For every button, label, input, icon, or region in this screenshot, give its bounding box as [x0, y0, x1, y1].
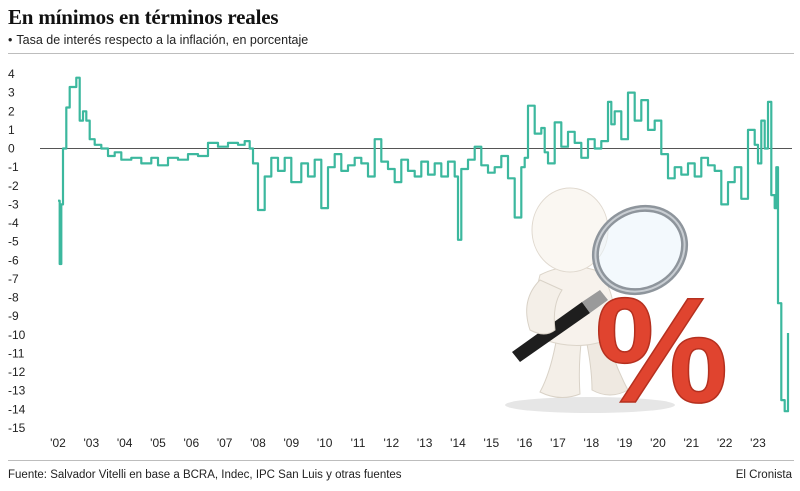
- subtitle-text: Tasa de interés respecto a la inflación,…: [16, 33, 309, 47]
- y-tick-label: -14: [8, 402, 26, 416]
- x-tick-label: '03: [84, 436, 100, 450]
- x-tick-label: '11: [351, 436, 366, 450]
- y-tick-label: -12: [8, 365, 26, 379]
- chart-subtitle: • Tasa de interés respecto a la inflación…: [8, 33, 308, 47]
- x-tick-label: '22: [717, 436, 733, 450]
- source-note: Fuente: Salvador Vitelli en base a BCRA,…: [8, 469, 402, 481]
- x-tick-label: '13: [417, 436, 433, 450]
- x-tick-label: '05: [150, 436, 166, 450]
- y-tick-label: -1: [8, 160, 19, 174]
- chart-title: En mínimos en términos reales: [8, 5, 279, 29]
- y-tick-label: -9: [8, 309, 19, 323]
- x-tick-label: '16: [517, 436, 533, 450]
- x-tick-label: '19: [617, 436, 633, 450]
- y-tick-label: 3: [8, 86, 15, 100]
- x-tick-label: '02: [50, 436, 66, 450]
- x-tick-label: '14: [450, 436, 466, 450]
- x-tick-label: '18: [584, 436, 600, 450]
- y-tick-label: -2: [8, 179, 19, 193]
- y-tick-label: 4: [8, 67, 15, 81]
- y-tick-label: -6: [8, 253, 19, 267]
- x-tick-label: '09: [284, 436, 300, 450]
- x-tick-label: '21: [684, 436, 700, 450]
- y-tick-label: 2: [8, 104, 15, 118]
- y-tick-label: -5: [8, 235, 19, 249]
- y-tick-label: -11: [8, 346, 25, 360]
- y-tick-label: -15: [8, 421, 26, 435]
- y-tick-label: 0: [8, 142, 15, 156]
- x-tick-label: '04: [117, 436, 133, 450]
- x-tick-label: '23: [750, 436, 766, 450]
- figure-leg-right: [583, 329, 629, 396]
- x-tick-label: '12: [384, 436, 400, 450]
- x-tick-label: '07: [217, 436, 233, 450]
- person-magnifying-percent-icon: %: [505, 187, 729, 435]
- header-divider: [8, 53, 794, 54]
- x-tick-label: '15: [484, 436, 500, 450]
- series-line: [58, 76, 790, 413]
- y-tick-label: -3: [8, 197, 19, 211]
- y-tick-label: -13: [8, 384, 26, 398]
- y-tick-label: -10: [8, 328, 26, 342]
- publisher-brand: El Cronista: [735, 469, 792, 481]
- percent-symbol: %: [595, 266, 728, 434]
- x-tick-label: '20: [650, 436, 666, 450]
- y-tick-label: 1: [8, 123, 15, 137]
- magnifier-rim-highlight: [594, 207, 686, 293]
- footer-divider: [8, 460, 794, 461]
- y-tick-label: -4: [8, 216, 19, 230]
- illustration-shadow: [505, 397, 675, 413]
- x-tick-label: '08: [250, 436, 266, 450]
- x-tick-label: '06: [184, 436, 200, 450]
- subtitle-bullet: •: [8, 33, 13, 47]
- figure-leg-left: [539, 329, 583, 398]
- magnifier-neck: [582, 290, 608, 313]
- figure-arm: [526, 279, 563, 335]
- y-tick-label: -7: [8, 272, 19, 286]
- y-tick-label: -8: [8, 291, 19, 305]
- x-axis: '02 '03 '04 '05 '06 '07 '08 '09 '10 '11 '12 '13 '14 '…: [50, 436, 766, 450]
- x-tick-label: '17: [550, 436, 566, 450]
- y-axis: 4 3 2 1 0 -1 -2 -3 -4 -5 -6 -7 -8 -9 -10 -11 -12 -13 -14 -1…: [8, 67, 26, 435]
- x-tick-label: '10: [317, 436, 333, 450]
